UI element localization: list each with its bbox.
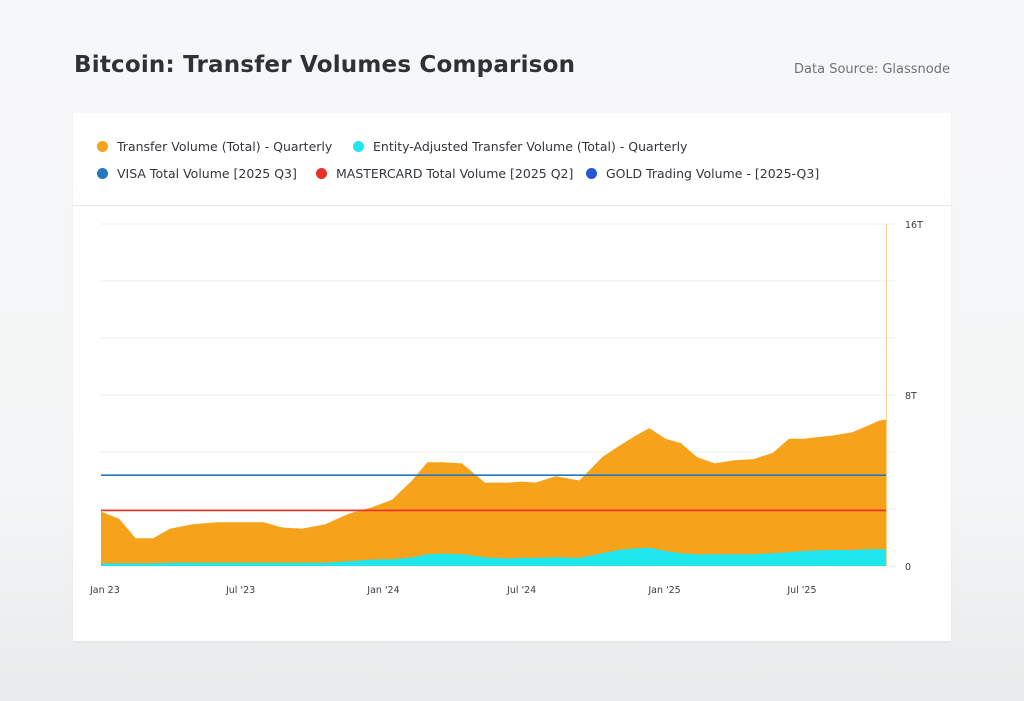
x-tick-label: Jan 23 — [89, 585, 120, 596]
chart-plot: 0 8T 16T Jan 23 Jul '23 Jan '24 Jul '24 Jan '25… — [89, 220, 923, 596]
x-tick-label: Jul '23 — [225, 585, 255, 596]
chart-card: Transfer Volume (Total) - Quarterly Enti… — [73, 113, 951, 641]
y-tick-label: 16T — [905, 220, 923, 231]
legend-label: GOLD Trading Volume - [2025-Q3] — [606, 166, 820, 181]
legend-item-gold[interactable]: GOLD Trading Volume - [2025-Q3] — [586, 166, 819, 181]
legend-dot-icon — [97, 141, 108, 152]
legend-label: MASTERCARD Total Volume [2025 Q2] — [336, 166, 574, 181]
page-title: Bitcoin: Transfer Volumes Comparison — [74, 52, 576, 78]
legend-dot-icon — [586, 168, 597, 179]
y-tick-label: 0 — [905, 562, 911, 573]
legend-label: Entity-Adjusted Transfer Volume (Total) … — [373, 139, 688, 154]
series-area-transfer-volume — [101, 419, 887, 566]
chart-legend: Transfer Volume (Total) - Quarterly Enti… — [73, 113, 951, 206]
legend-item-transfer-volume[interactable]: Transfer Volume (Total) - Quarterly — [97, 139, 332, 154]
legend-label: Transfer Volume (Total) - Quarterly — [117, 139, 333, 154]
x-tick-label: Jan '25 — [647, 585, 680, 596]
legend-item-entity-adjusted[interactable]: Entity-Adjusted Transfer Volume (Total) … — [353, 139, 687, 154]
legend-item-visa[interactable]: VISA Total Volume [2025 Q3] — [97, 166, 297, 181]
series-area-entity-adjusted — [101, 547, 887, 566]
y-tick-label: 8T — [905, 391, 917, 402]
legend-dot-icon — [97, 168, 108, 179]
x-tick-label: Jan '24 — [366, 585, 399, 596]
x-tick-label: Jul '24 — [506, 585, 536, 596]
x-tick-label: Jul '25 — [786, 585, 816, 596]
data-source-label: Data Source: Glassnode — [794, 62, 950, 77]
legend-item-mastercard[interactable]: MASTERCARD Total Volume [2025 Q2] — [316, 166, 573, 181]
legend-label: VISA Total Volume [2025 Q3] — [117, 166, 297, 181]
legend-dot-icon — [353, 141, 364, 152]
legend-dot-icon — [316, 168, 327, 179]
